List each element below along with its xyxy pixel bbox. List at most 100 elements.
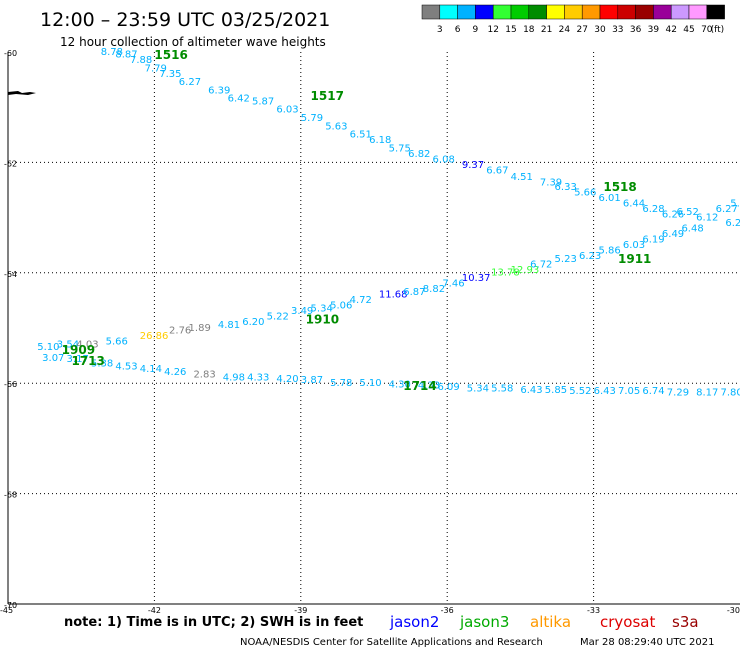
swh-value: 6.33 bbox=[555, 182, 577, 193]
swh-value: 5.66 bbox=[106, 337, 128, 348]
swh-value: 6.39 bbox=[208, 85, 230, 96]
lat-tick-label: -70 bbox=[4, 601, 17, 610]
swh-value: 6.52 bbox=[677, 207, 699, 218]
legend-swatch bbox=[706, 4, 725, 20]
legend-swatch bbox=[617, 4, 636, 20]
swh-value: 7.79 bbox=[145, 63, 167, 74]
swh-value: 1.89 bbox=[189, 323, 211, 334]
lat-tick-label: -66 bbox=[4, 380, 17, 389]
track-1911: 5.103.544.03 5.66 26.862.761.89 4.81 6.20 5.2… bbox=[37, 223, 703, 353]
legend-label: 39 bbox=[648, 25, 660, 35]
swh-value: 5.38 bbox=[91, 359, 113, 370]
swh-value: 5.79 bbox=[301, 113, 323, 124]
legend-label: 27 bbox=[576, 25, 587, 35]
plot-area: -60 -62 -64 -66 -68 -70-45 -42 -39 -36 -33 -30 8.7… bbox=[0, 47, 740, 615]
swh-value: 4.30 bbox=[389, 380, 411, 391]
legend-label: 24 bbox=[559, 25, 571, 35]
swh-value: 8.78 bbox=[101, 47, 123, 58]
swh-value: 4.20 bbox=[276, 374, 298, 385]
track-1518: 1518 bbox=[603, 180, 636, 194]
legend-swatch bbox=[564, 4, 583, 20]
swh-value: 6.03 bbox=[276, 105, 298, 116]
pass-label: 1516 bbox=[154, 48, 187, 62]
legend-unit: (ft) bbox=[711, 25, 725, 35]
swh-value: 9.37 bbox=[462, 160, 484, 171]
swh-value: 6.49 bbox=[662, 229, 684, 240]
swh-value: 4.26 bbox=[164, 367, 186, 378]
lon-tick-label: -39 bbox=[294, 606, 307, 615]
legend-label: 30 bbox=[594, 25, 606, 35]
swh-value: 4.53 bbox=[115, 361, 137, 372]
swh-value: 7.88 bbox=[130, 55, 152, 66]
legend-label: 33 bbox=[612, 25, 623, 35]
swh-value: 6.67 bbox=[486, 165, 508, 176]
legend-label: 36 bbox=[630, 25, 642, 35]
lon-tick-label: -42 bbox=[148, 606, 161, 615]
swh-value: 5.4 bbox=[730, 199, 740, 210]
legend-swatch bbox=[688, 4, 708, 20]
page-title: 12:00 – 23:59 UTC 03/25/2021 bbox=[40, 9, 330, 31]
swh-value: 4.98 bbox=[223, 372, 245, 383]
swh-value: 6.43 bbox=[520, 385, 542, 396]
swh-value: 5.78 bbox=[330, 378, 352, 389]
swh-value: 6.43 bbox=[594, 386, 616, 397]
lat-tick-label: -60 bbox=[4, 49, 17, 58]
island-shape bbox=[8, 91, 36, 95]
swh-value: 10.37 bbox=[462, 273, 491, 284]
swh-value: 5.10 bbox=[359, 378, 381, 389]
swh-value: 6.20 bbox=[242, 317, 264, 328]
pass-label: 1713 bbox=[71, 354, 104, 368]
pass-label: 1910 bbox=[306, 313, 339, 327]
footer-note: note: 1) Time is in UTC; 2) SWH is in fe… bbox=[64, 615, 363, 630]
swh-value: 8.82 bbox=[423, 284, 445, 295]
swh-value: 6.12 bbox=[696, 212, 718, 223]
legend-swatch bbox=[492, 4, 512, 20]
track-1714: 1714 bbox=[403, 379, 436, 393]
swh-value: 6.87 bbox=[403, 287, 425, 298]
swh-value: 6.09 bbox=[437, 382, 459, 393]
swh-value: 5.23 bbox=[555, 254, 577, 265]
legend-label: 70 bbox=[701, 25, 713, 35]
swh-value: 8.87 bbox=[115, 50, 137, 61]
swh-value: 7.29 bbox=[667, 387, 689, 398]
swh-value: 6.51 bbox=[350, 130, 372, 141]
axis-labels: -60 -62 -64 -66 -68 -70-45 -42 -39 -36 -33 -30 bbox=[0, 49, 740, 615]
pass-label: 1518 bbox=[603, 180, 636, 194]
lon-tick-label: -36 bbox=[441, 606, 454, 615]
swh-value: 3.17 bbox=[67, 354, 89, 365]
swh-value: 26.86 bbox=[140, 331, 169, 342]
swh-value: 2.76 bbox=[169, 326, 191, 337]
track-1909: 1909 bbox=[62, 343, 95, 357]
swh-value: 4.03 bbox=[76, 339, 98, 350]
swh-value: 5.66 bbox=[574, 188, 596, 199]
swh-value: 7.80 bbox=[720, 387, 740, 398]
credit-text: NOAA/NESDIS Center for Satellite Applica… bbox=[240, 637, 543, 648]
swh-value: 5.75 bbox=[389, 143, 411, 154]
swh-value: 8.17 bbox=[696, 387, 718, 398]
swh-value: 3.54 bbox=[57, 339, 79, 350]
swh-value: 4.72 bbox=[350, 295, 372, 306]
swh-value: 6.01 bbox=[598, 193, 620, 204]
legend-swatch bbox=[599, 4, 619, 20]
pass-label: 1517 bbox=[311, 89, 344, 103]
legend-swatch bbox=[510, 4, 530, 20]
swh-value: 5.10 bbox=[37, 342, 59, 353]
legend-swatch bbox=[635, 4, 654, 20]
legend-label: 45 bbox=[683, 25, 694, 35]
legend-label: 12 bbox=[487, 25, 498, 35]
lat-tick-label: -64 bbox=[4, 270, 17, 279]
swh-value: 5.58 bbox=[491, 383, 513, 394]
swh-value: 6.18 bbox=[369, 135, 391, 146]
swh-value: 6.28 bbox=[642, 204, 664, 215]
swh-value: 4.81 bbox=[218, 320, 240, 331]
swh-value: 7.46 bbox=[442, 279, 464, 290]
legend-swatch bbox=[439, 4, 458, 20]
track-1516: 8.788.877.887.797.356.276.396.42 5.876.03… bbox=[101, 47, 740, 229]
swh-value: 12.93 bbox=[511, 265, 540, 276]
swh-value: 6.48 bbox=[681, 223, 703, 234]
swh-value: 5.86 bbox=[598, 245, 620, 256]
legend-label: 15 bbox=[505, 25, 516, 35]
legend-swatch bbox=[421, 4, 441, 20]
swh-value: 5.85 bbox=[545, 385, 567, 396]
track-1713: 3.07 3.17 5.38 4.53 4.14 4.26 2.83 4.98 4.33 4.20… bbox=[42, 353, 740, 398]
